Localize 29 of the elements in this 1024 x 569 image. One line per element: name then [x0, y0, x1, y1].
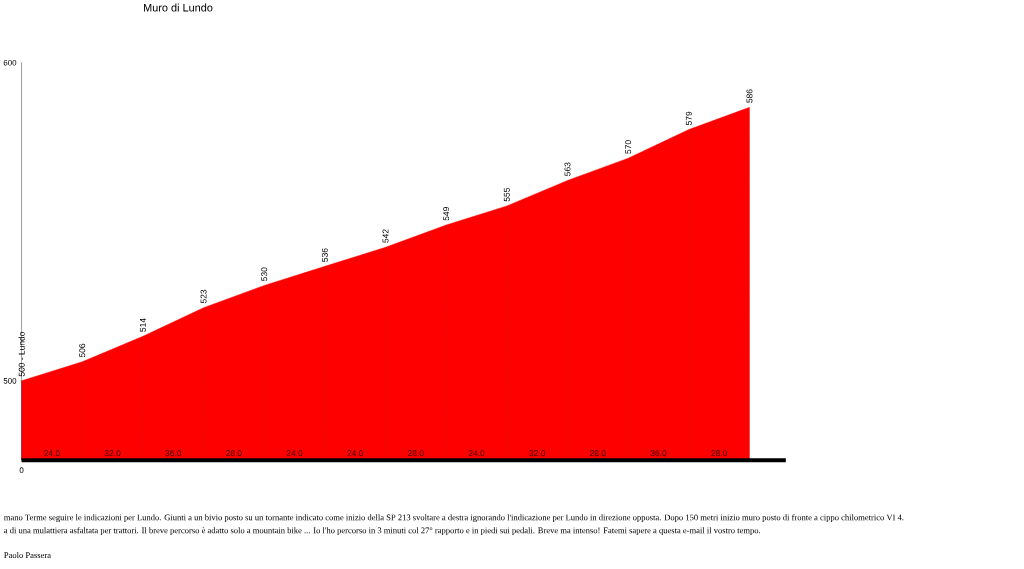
data-label: 530	[261, 267, 268, 281]
annotation: 24.0	[286, 450, 303, 457]
data-label: 555	[503, 188, 510, 202]
data-label: 514	[139, 318, 146, 332]
annotation: 28.0	[408, 450, 424, 457]
text: a di una mulattiera asfaltata per trattori. Il breve percorso è adatto solo a mountain bike ... Io l'ho percorso in 3 minuti col 27° rapporto e in piedi sui pedali. Breve ma intenso! Fatemi sapere a questa e-mail il vostro tempo.	[4, 527, 761, 536]
text: Paolo Passera	[4, 552, 51, 559]
data-label: 549	[443, 207, 450, 221]
data-label: 500 - Lundo	[18, 331, 25, 377]
data-label: 542	[382, 229, 389, 243]
annotation: 28.0	[590, 450, 606, 457]
data-label: 506	[79, 343, 86, 358]
data-label: 586	[746, 89, 753, 103]
annotation: 28.0	[226, 450, 242, 457]
annotation: 24.0	[347, 450, 364, 457]
annotation: 28.0	[711, 450, 728, 457]
data-label: 570	[625, 140, 632, 154]
data-label: 536	[321, 248, 328, 262]
annotation: 24.0	[44, 450, 60, 457]
annotation: 32.0	[104, 450, 121, 457]
text: mano Terme seguire le indicazioni per Lundo. Giunti a un bivio posto su un tornante indicato come inizio della SP 213 svoltare a destra ignorando l'indicazione per Lundo in direzione opposta. Dopo 150 metri inizio muro posto di fronte a cippo chilometrico VI 4.	[4, 514, 904, 523]
annotation: 36.0	[165, 450, 182, 457]
data-label: 563	[564, 162, 571, 176]
chart-title: Muro di Lundo	[144, 3, 213, 12]
data-label: 523	[200, 289, 207, 304]
annotation: 24.0	[468, 450, 485, 457]
annotation: 32.0	[529, 450, 546, 457]
annotation: 36.0	[650, 450, 667, 457]
data-label: 579	[685, 111, 692, 126]
